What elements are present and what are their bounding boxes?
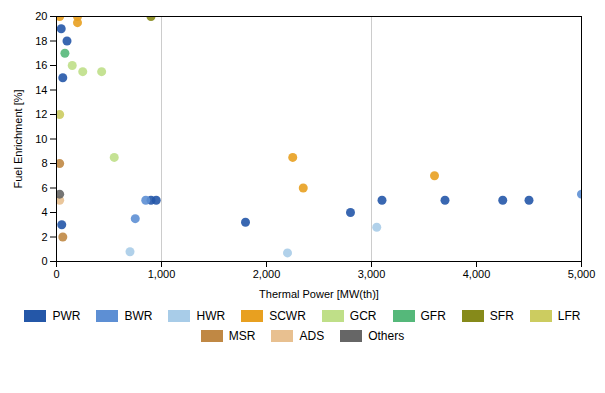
svg-text:2,000: 2,000 [253,268,281,280]
svg-text:12: 12 [35,108,47,120]
html-text:LFR: LFR [557,309,581,323]
html-text:SCWR: SCWR [269,309,306,323]
svg-text:2: 2 [41,231,47,243]
svg-text:6: 6 [41,182,47,194]
html-text:PWR: PWR [52,309,81,323]
svg-text:0: 0 [53,268,59,280]
html-text:SFR: SFR [489,309,514,323]
svg-text:8: 8 [41,157,47,169]
html-text:ADS: ADS [299,329,325,343]
svg-text:0: 0 [41,255,47,267]
html-text:Others: Others [368,329,405,343]
html-text:GFR: GFR [420,309,446,323]
svg-text:5,000: 5,000 [568,268,596,280]
svg-text:3,000: 3,000 [358,268,386,280]
svg-text:20: 20 [35,10,47,22]
svg-text:4: 4 [41,206,47,218]
svg-text:4,000: 4,000 [463,268,491,280]
html-text:MSR: MSR [228,329,256,343]
html-text:GCR: GCR [349,309,377,323]
svg-text:Fuel Enrichment [%]: Fuel Enrichment [%] [12,89,24,188]
html-text:HWR: HWR [196,309,226,323]
svg-text:14: 14 [35,84,47,96]
svg-text:18: 18 [35,35,47,47]
svg-text:10: 10 [35,133,47,145]
svg-text:Thermal Power [MW(th)]: Thermal Power [MW(th)] [259,288,379,300]
html-text:BWR: BWR [124,309,153,323]
svg-text:16: 16 [35,59,47,71]
svg-text:1,000: 1,000 [148,268,176,280]
